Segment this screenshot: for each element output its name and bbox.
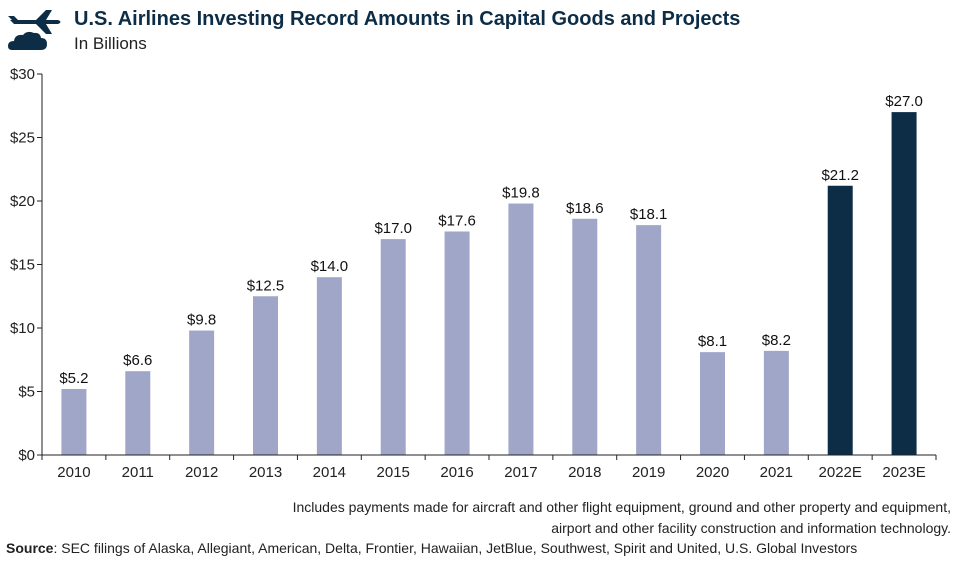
footnote-line-2: airport and other facility construction … <box>551 520 951 536</box>
source-label: Source <box>6 540 54 556</box>
bar <box>380 239 406 455</box>
bar <box>572 218 598 455</box>
data-label: $19.8 <box>502 185 540 202</box>
data-label: $18.6 <box>566 200 604 217</box>
x-tick-label: 2013 <box>249 464 282 481</box>
x-tick-label: 2016 <box>440 464 473 481</box>
bar <box>444 231 470 455</box>
x-tick-label: 2012 <box>185 464 218 481</box>
bar-chart: $0 $5 $10 $15 $20 $25 $30 $5.2 $6.6 $9.8 $12.5 $14… <box>10 66 937 481</box>
bars: $5.2 $6.6 $9.8 $12.5 $14.0 $17.0 $17.6 $19.8 $18… <box>59 93 923 455</box>
chart-title: U.S. Airlines Investing Record Amounts i… <box>74 8 741 30</box>
x-axis: 2010 2011 2012 2013 2014 2015 2016 2017 2018 2019… <box>41 454 937 481</box>
chart-area: $0 $5 $10 $15 $20 $25 $30 $5.2 $6.6 $9.8 $12.5 $14… <box>0 60 959 490</box>
data-label: $8.2 <box>762 332 791 349</box>
x-tick-label: 2019 <box>632 464 665 481</box>
data-label: $8.1 <box>698 333 727 350</box>
x-tick-label: 2011 <box>122 464 154 481</box>
y-tick-label: $10 <box>10 320 35 337</box>
footnote: Includes payments made for aircraft and … <box>51 497 951 539</box>
data-label: $6.6 <box>123 352 152 369</box>
bar <box>636 225 662 455</box>
bar <box>253 296 278 455</box>
bar <box>189 330 215 455</box>
y-tick-label: $25 <box>10 130 35 147</box>
x-tick-label: 2015 <box>377 464 410 481</box>
data-label: $17.0 <box>374 220 412 237</box>
chart-header: U.S. Airlines Investing Record Amounts i… <box>6 4 956 56</box>
x-tick-label: 2021 <box>760 464 793 481</box>
data-label: $12.5 <box>247 277 285 294</box>
data-label: $5.2 <box>59 370 88 387</box>
x-tick-label: 2020 <box>696 464 729 481</box>
source-note: Source: SEC filings of Alaska, Allegiant… <box>6 540 956 556</box>
y-tick-label: $20 <box>10 193 35 210</box>
source-text: : SEC filings of Alaska, Allegiant, Amer… <box>53 540 858 556</box>
bar <box>827 185 853 455</box>
x-tick-label: 2017 <box>504 464 537 481</box>
y-axis: $0 $5 $10 $15 $20 $25 $30 <box>10 66 43 464</box>
y-tick-label: $30 <box>10 66 35 83</box>
y-tick-label: $15 <box>10 257 35 274</box>
airplane-cloud-icon <box>8 10 61 50</box>
footnote-line-1: Includes payments made for aircraft and … <box>292 499 951 515</box>
bar <box>763 350 789 455</box>
x-tick-label: 2022E <box>819 464 862 481</box>
data-label: $27.0 <box>885 93 923 110</box>
y-tick-label: $5 <box>18 384 35 401</box>
bar <box>61 388 87 455</box>
x-tick-label: 2010 <box>57 464 90 481</box>
bar <box>125 371 151 455</box>
data-label: $17.6 <box>438 212 476 229</box>
data-label: $9.8 <box>187 312 216 329</box>
bar <box>700 352 725 455</box>
bar <box>891 112 917 455</box>
x-tick-label: 2018 <box>568 464 601 481</box>
x-tick-label: 2023E <box>882 464 925 481</box>
data-label: $21.2 <box>821 167 859 184</box>
y-tick-label: $0 <box>18 447 35 464</box>
bar <box>316 277 342 455</box>
data-label: $14.0 <box>311 258 349 275</box>
data-label: $18.1 <box>630 206 668 223</box>
bar <box>508 203 534 455</box>
x-tick-label: 2014 <box>313 464 346 481</box>
chart-subtitle: In Billions <box>74 34 147 53</box>
